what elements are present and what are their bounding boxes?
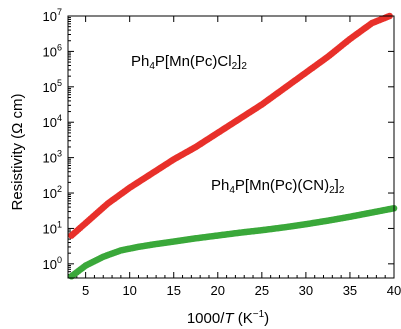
y-tick-label: 103 [43,149,62,166]
labels-layer: 5 10 15 20 25 30 35 40 100 101 102 103 104 105 106 107 [43,7,401,298]
x-axis-title-unit: (K [234,310,253,327]
x-axis-title-variable: T [224,310,235,327]
plot-frame [67,15,395,279]
series-label-mn-pc-cl2: Ph4P[Mn(Pc)Cl2]2 [131,53,247,72]
y-tick-label: 101 [43,219,62,236]
y-tick-label: 104 [43,113,62,130]
series-1 [68,204,398,280]
y-tick-label: 100 [43,255,62,272]
x-tick-label: 15 [166,283,180,298]
x-tick-label: 35 [343,283,357,298]
series-label-mn-pc-cn2: Ph4P[Mn(Pc)(CN)2]2 [211,177,345,196]
x-tick-label: 20 [211,283,225,298]
x-tick-label: 30 [299,283,313,298]
x-tick-label: 40 [387,283,401,298]
x-tick-label: 5 [82,283,89,298]
x-tick-label: 25 [255,283,269,298]
x-axis-title-suffix: ) [264,310,269,327]
y-tick-label: 106 [43,42,62,59]
series-layer [68,12,398,280]
y-tick-label: 105 [43,78,62,95]
x-axis-title-exponent: −1 [253,309,265,320]
x-axis-title-prefix: 1000/ [187,310,225,327]
x-axis-title: 1000/T (K−1) [187,309,269,327]
series-0 [68,12,393,239]
y-tick-label: 102 [43,184,62,201]
y-axis-title: Resistivity (Ω cm) [9,93,26,210]
y-tick-label: 107 [43,7,62,24]
x-tick-label: 10 [122,283,136,298]
